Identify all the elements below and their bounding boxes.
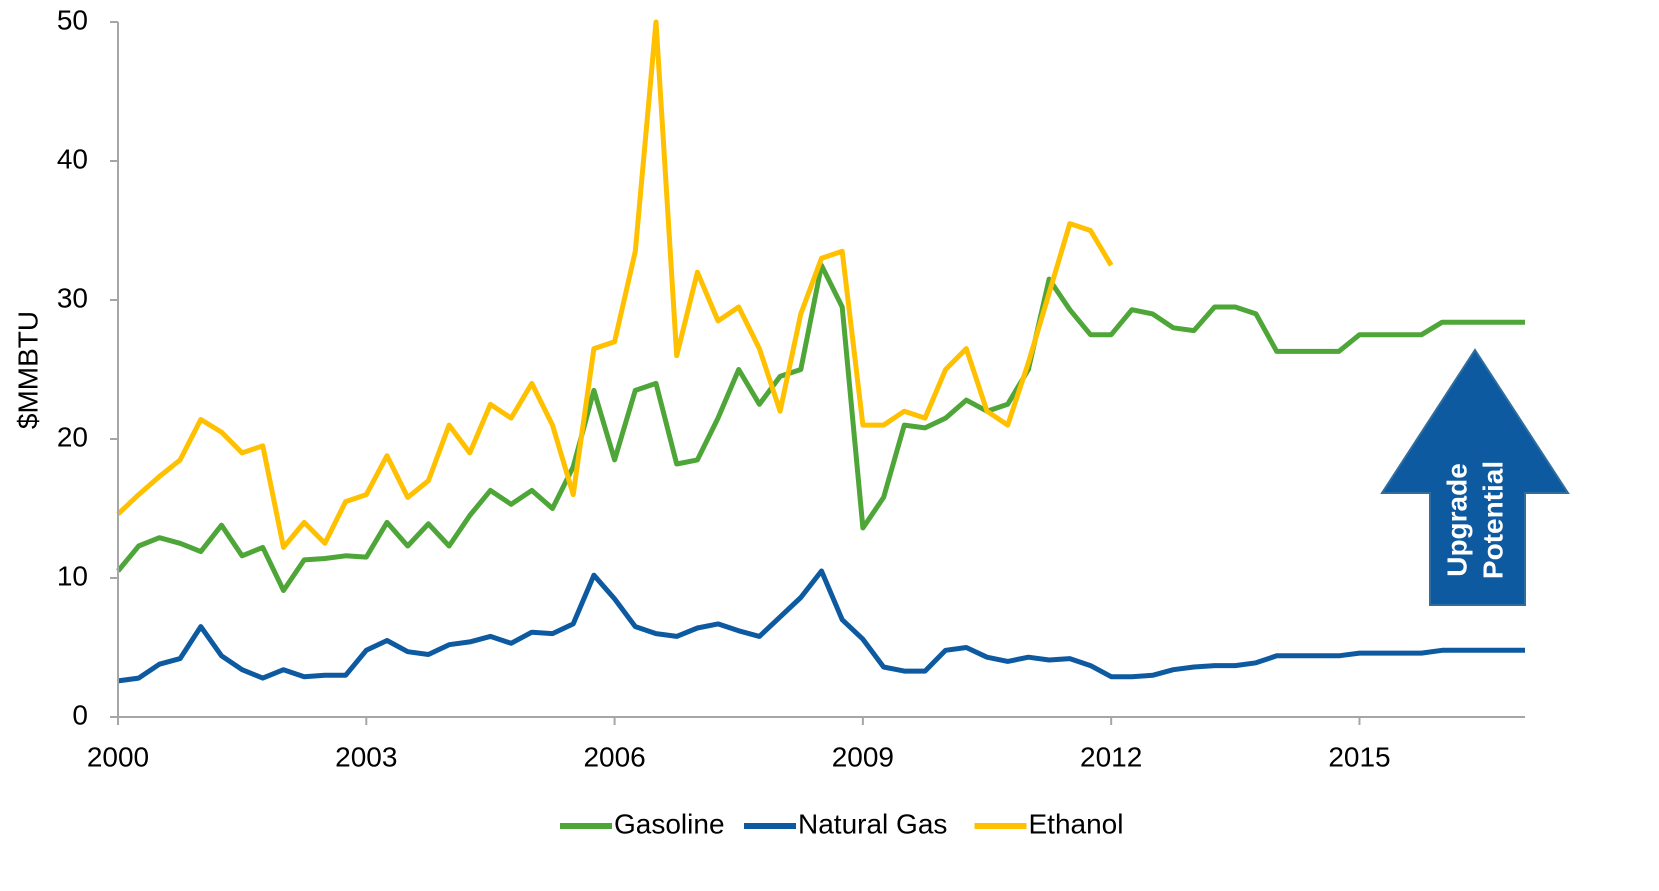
y-tick-label: 0 xyxy=(72,699,88,730)
x-tick-label: 2015 xyxy=(1328,741,1390,772)
x-tick-label: 2012 xyxy=(1080,741,1142,772)
series-line xyxy=(116,262,1525,593)
legend-label: Natural Gas xyxy=(798,808,947,839)
y-tick-label: 30 xyxy=(57,282,88,313)
series-line xyxy=(116,19,1114,550)
y-axis-label: $MMBTU xyxy=(12,311,43,429)
x-tick-label: 2009 xyxy=(832,741,894,772)
y-tick-label: 10 xyxy=(57,560,88,591)
y-tick-label: 50 xyxy=(57,4,88,35)
annotation: Upgrade Potential xyxy=(1441,461,1508,579)
upgrade-arrow xyxy=(1380,348,1570,606)
annotation-line: Upgrade xyxy=(1441,463,1472,577)
plot xyxy=(116,19,1525,684)
series-line xyxy=(117,568,1525,684)
y-tick-label: 40 xyxy=(57,143,88,174)
legend-label: Ethanol xyxy=(1029,808,1124,839)
annotation-line: Potential xyxy=(1477,461,1508,579)
x-tick-label: 2006 xyxy=(583,741,645,772)
x-tick-label: 2003 xyxy=(335,741,397,772)
y-tick-label: 20 xyxy=(57,421,88,452)
legend-label: Gasoline xyxy=(614,808,725,839)
x-tick-label: 2000 xyxy=(87,741,149,772)
